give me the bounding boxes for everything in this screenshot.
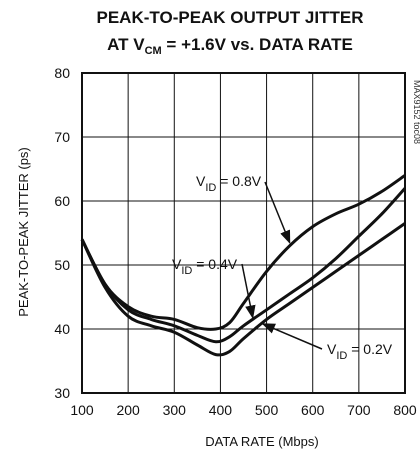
x-axis-label: DATA RATE (Mbps)	[205, 434, 318, 449]
series-label-rest: = 0.8V	[216, 173, 261, 189]
x-tick-label-300: 300	[163, 402, 187, 418]
x-tick-label-400: 400	[209, 402, 233, 418]
series-label-sub: ID	[336, 350, 347, 362]
series-label-rest: = 0.2V	[347, 341, 392, 357]
y-tick-label-50: 50	[54, 257, 70, 273]
series-label-sub: ID	[181, 265, 192, 277]
x-tick-label-700: 700	[347, 402, 371, 418]
chart-title-line-1: PEAK-TO-PEAK OUTPUT JITTER	[97, 8, 364, 27]
x-tick-label-100: 100	[70, 402, 94, 418]
figure-id-note: MAX9152 toc08	[412, 80, 420, 144]
series-label-arrow-1	[241, 263, 256, 319]
plot-frame	[81, 72, 406, 394]
series-label-main: V	[196, 173, 206, 189]
x-tick-label-500: 500	[255, 402, 279, 418]
series-label-sub: ID	[205, 182, 216, 194]
series-label-arrow-0	[264, 181, 291, 244]
grid	[81, 72, 406, 394]
series-label-rest: = 0.4V	[192, 256, 237, 272]
title-suffix: = +1.6V vs. DATA RATE	[162, 35, 353, 54]
series-label-0: VID = 0.8V	[196, 173, 262, 194]
series-label-1: VID = 0.4V	[172, 256, 238, 277]
y-axis-label: PEAK-TO-PEAK JITTER (ps)	[16, 147, 31, 317]
chart-title-line-2: AT VCM = +1.6V vs. DATA RATE	[107, 35, 353, 57]
series-line-0	[80, 174, 406, 331]
y-tick-label-70: 70	[54, 129, 70, 145]
series-label-main: V	[327, 341, 337, 357]
y-tick-label-30: 30	[54, 385, 70, 401]
series-line-1	[80, 187, 407, 344]
series-label-2: VID = 0.2V	[327, 341, 393, 362]
y-tick-label-60: 60	[54, 193, 70, 209]
series-label-arrow-2	[261, 323, 323, 350]
y-tick-label-40: 40	[54, 321, 70, 337]
x-tick-label-600: 600	[301, 402, 325, 418]
x-tick-label-800: 800	[393, 402, 417, 418]
x-tick-label-200: 200	[116, 402, 140, 418]
title-prefix: AT V	[107, 35, 145, 54]
y-tick-label-80: 80	[54, 65, 70, 81]
tick-labels: 100 200 300 400 500 600 700 800 30 40 50 60 70 80	[54, 65, 416, 418]
title-subscript: CM	[145, 45, 162, 57]
series-lines	[80, 174, 407, 357]
series-label-main: V	[172, 256, 182, 272]
series-line-2	[80, 222, 406, 357]
